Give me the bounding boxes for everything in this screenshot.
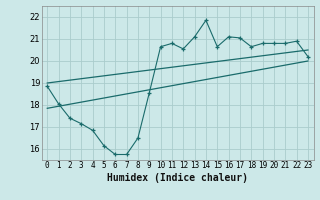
X-axis label: Humidex (Indice chaleur): Humidex (Indice chaleur) [107, 173, 248, 183]
